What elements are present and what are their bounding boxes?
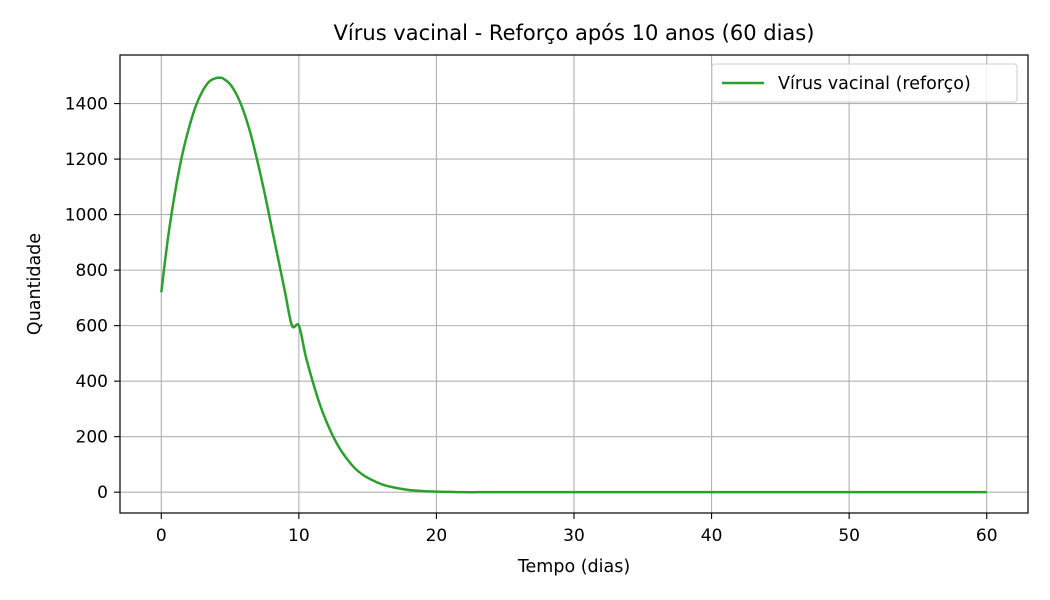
x-axis-ticks: 0 10 20 30 40 50 60 xyxy=(156,513,998,546)
grid xyxy=(120,55,1028,513)
y-tick-label: 1200 xyxy=(65,150,108,170)
chart-title: Vírus vacinal - Reforço após 10 anos (60… xyxy=(334,21,815,45)
x-tick-label: 60 xyxy=(976,526,998,546)
y-axis-ticks: 0 200 400 600 800 1000 1200 1400 xyxy=(65,95,120,503)
legend-box xyxy=(711,63,1018,103)
y-axis-label: Quantidade xyxy=(25,233,45,335)
y-tick-label: 800 xyxy=(76,261,108,281)
series-line xyxy=(160,76,987,494)
legend: Vírus vacinal (reforço) xyxy=(711,63,1018,103)
legend-label: Vírus vacinal (reforço) xyxy=(778,74,971,94)
y-tick-label: 1400 xyxy=(65,95,108,115)
x-tick-label: 20 xyxy=(426,526,448,546)
y-tick-label: 1000 xyxy=(65,206,108,226)
x-tick-label: 10 xyxy=(288,526,310,546)
y-tick-label: 600 xyxy=(76,317,108,337)
y-tick-label: 400 xyxy=(76,372,108,392)
x-axis-label: Tempo (dias) xyxy=(517,557,630,577)
series-layer xyxy=(160,76,987,494)
x-tick-label: 30 xyxy=(563,526,585,546)
x-tick-label: 50 xyxy=(838,526,860,546)
x-tick-label: 0 xyxy=(156,526,167,546)
y-tick-label: 0 xyxy=(97,483,108,503)
y-tick-label: 200 xyxy=(76,428,108,448)
x-tick-label: 40 xyxy=(701,526,723,546)
